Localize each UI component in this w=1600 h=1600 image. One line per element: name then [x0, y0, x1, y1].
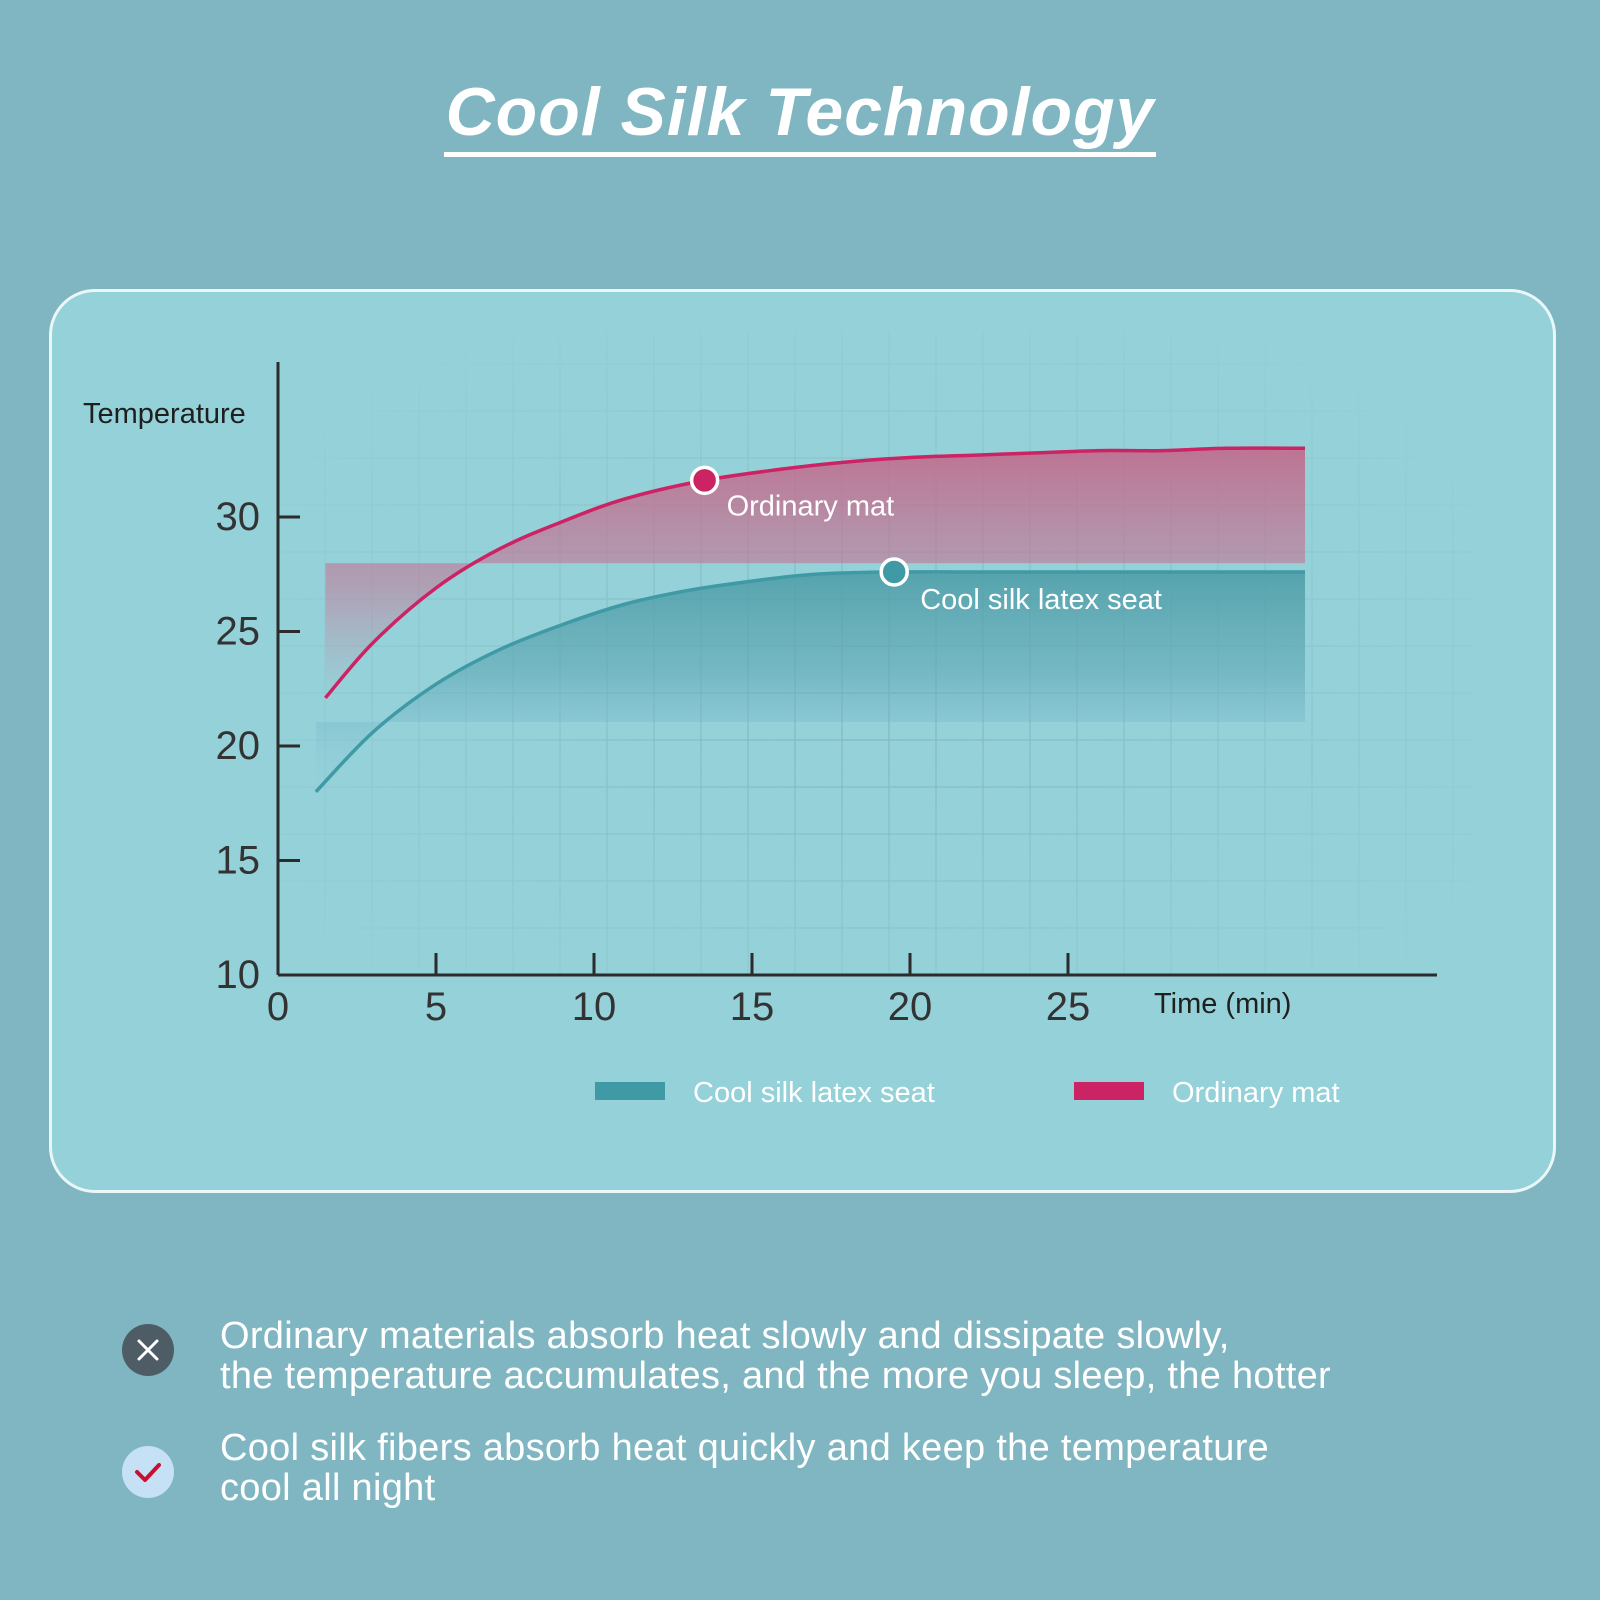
data-point-label: Ordinary mat	[727, 490, 895, 522]
x-tick-label: 20	[888, 985, 933, 1029]
feature-line: Ordinary materials absorb heat slowly an…	[220, 1315, 1230, 1357]
page-title-wrapper: Cool Silk Technology	[0, 72, 1600, 157]
data-point-marker	[689, 465, 720, 496]
series-area-cool-silk	[315, 571, 1305, 792]
chart-series-lines	[314, 446, 1306, 794]
y-axis-label: Temperature	[83, 398, 246, 430]
x-tick-label: 5	[425, 985, 447, 1029]
data-point-marker	[879, 557, 909, 587]
feature-text-cool-silk: Cool silk fibers absorb heat quickly and…	[220, 1428, 1470, 1508]
legend-swatch	[595, 1082, 665, 1100]
chart-annotations: Ordinary mat Cool silk latex seat	[689, 465, 1162, 616]
legend-label: Ordinary mat	[1172, 1077, 1340, 1109]
feature-line: the temperature accumulates, and the mor…	[220, 1355, 1331, 1397]
feature-row-cool-silk: Cool silk fibers absorb heat quickly and…	[122, 1428, 1470, 1508]
feature-line: Cool silk fibers absorb heat quickly and…	[220, 1427, 1270, 1469]
x-tick-label: 15	[730, 985, 775, 1029]
legend-label: Cool silk latex seat	[693, 1077, 935, 1109]
x-tick-label: 25	[1046, 985, 1091, 1029]
feature-row-ordinary: Ordinary materials absorb heat slowly an…	[122, 1316, 1470, 1396]
chart-area-fills	[315, 448, 1305, 792]
chart-card: Temperature Time (min) 10 15 20 25 30 0 5 10 15 20 2…	[49, 289, 1556, 1193]
close-icon	[122, 1324, 174, 1376]
checkmark-icon	[122, 1446, 174, 1498]
y-tick-label: 30	[216, 495, 261, 539]
y-tick-label: 20	[216, 724, 261, 768]
series-line-ordinary-mat	[324, 446, 1306, 700]
series-area-ordinary-mat	[325, 448, 1305, 698]
y-tick-label: 15	[216, 839, 261, 883]
feature-line: cool all night	[220, 1467, 436, 1509]
legend-swatch	[1074, 1082, 1144, 1100]
chart-legend: Cool silk latex seat Ordinary mat	[595, 1077, 1340, 1109]
chart-axes: Temperature Time (min) 10 15 20 25 30 0 5 10 15 20 2…	[83, 362, 1437, 1029]
temperature-chart: Temperature Time (min) 10 15 20 25 30 0 5 10 15 20 2…	[83, 332, 1472, 1109]
y-tick-label: 10	[216, 953, 261, 997]
x-tick-label: 10	[572, 985, 617, 1029]
data-point-label: Cool silk latex seat	[920, 584, 1162, 616]
x-tick-label: 0	[267, 985, 289, 1029]
y-tick-label: 25	[216, 610, 261, 654]
series-line-cool-silk	[314, 570, 1305, 794]
feature-text-ordinary: Ordinary materials absorb heat slowly an…	[220, 1316, 1470, 1396]
x-axis-label: Time (min)	[1154, 988, 1291, 1020]
page-title: Cool Silk Technology	[443, 72, 1157, 157]
